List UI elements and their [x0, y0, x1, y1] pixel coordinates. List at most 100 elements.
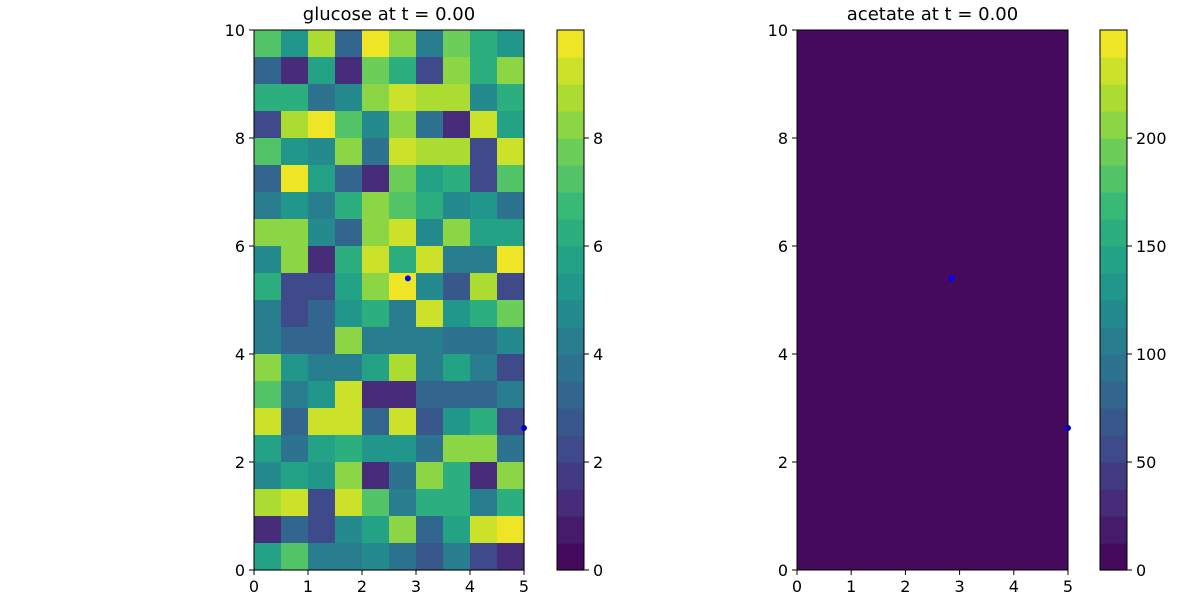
heatmap-cell	[254, 327, 282, 355]
heatmap-cell	[254, 246, 282, 274]
heatmap-cell	[497, 327, 525, 355]
heatmap-cell	[443, 111, 471, 139]
heatmap-cell	[470, 273, 498, 301]
heatmap-cell	[497, 543, 525, 571]
heatmap-cell	[335, 327, 363, 355]
heatmap-cell	[416, 138, 444, 166]
heatmap-cell	[389, 489, 417, 517]
colorbar-segment	[1100, 516, 1127, 544]
heatmap-cell	[335, 165, 363, 193]
colorbar-segment	[1100, 30, 1127, 58]
heatmap-cell	[254, 138, 282, 166]
heatmap-cell	[254, 57, 282, 85]
heatmap-cell	[443, 57, 471, 85]
heatmap-cell	[497, 138, 525, 166]
colorbar-segment	[1100, 354, 1127, 382]
colorbar-segment	[557, 246, 584, 274]
heatmap-cell	[308, 84, 336, 112]
x-tick-label: 0	[249, 577, 259, 596]
heatmap-cell	[389, 543, 417, 571]
y-tick-label: 2	[235, 453, 245, 472]
heatmap-cell	[389, 219, 417, 247]
x-tick-label: 3	[411, 577, 421, 596]
heatmap-cell	[389, 30, 417, 58]
heatmap-cell	[470, 192, 498, 220]
colorbar-tick-label: 8	[593, 129, 603, 148]
acetate-axes-frame	[796, 29, 1069, 571]
heatmap-cell	[362, 192, 390, 220]
heatmap-cell	[362, 246, 390, 274]
heatmap-cell	[443, 543, 471, 571]
heatmap-cell	[389, 57, 417, 85]
heatmap-cell	[281, 165, 309, 193]
heatmap-cell	[281, 381, 309, 409]
heatmap-cell	[254, 462, 282, 490]
heatmap-cell	[254, 408, 282, 436]
heatmap-cell	[443, 246, 471, 274]
heatmap-cell	[497, 408, 525, 436]
heatmap-cell	[497, 219, 525, 247]
heatmap-cell	[308, 165, 336, 193]
acetate-y-axis: 0 2 4 6 8 10	[768, 21, 797, 580]
heatmap-cell	[389, 408, 417, 436]
colorbar-segment	[557, 408, 584, 436]
heatmap-cell	[416, 192, 444, 220]
acetate-title: acetate at t = 0.00	[847, 4, 1018, 25]
colorbar-segment	[1100, 408, 1127, 436]
heatmap-cell	[470, 300, 498, 328]
heatmap-cell	[416, 354, 444, 382]
heatmap-cell	[362, 327, 390, 355]
heatmap-cell	[389, 192, 417, 220]
heatmap-cell	[308, 138, 336, 166]
colorbar-segment	[557, 381, 584, 409]
colorbar-segment	[1100, 300, 1127, 328]
heatmap-cell	[497, 246, 525, 274]
heatmap-cell	[308, 462, 336, 490]
acetate-panel: acetate at t = 0.00 0 1 2 3 4 5 0 2 4 6 8 10 0 50 10…	[768, 4, 1167, 596]
heatmap-cell	[335, 273, 363, 301]
heatmap-cell	[362, 543, 390, 571]
glucose-y-axis: 0 2 4 6 8 10	[225, 21, 254, 580]
heatmap-cell	[308, 489, 336, 517]
glucose-title: glucose at t = 0.00	[303, 4, 475, 25]
heatmap-cell	[362, 408, 390, 436]
heatmap-cell	[470, 381, 498, 409]
colorbar-tick-label: 2	[593, 453, 603, 472]
heatmap-cell	[335, 516, 363, 544]
heatmap-cell	[389, 354, 417, 382]
colorbar-segment	[557, 111, 584, 139]
heatmap-cell	[470, 246, 498, 274]
heatmap-cell	[497, 435, 525, 463]
heatmap-cell	[416, 111, 444, 139]
heatmap-cell	[389, 381, 417, 409]
x-tick-label: 0	[792, 577, 802, 596]
colorbar-segment	[1100, 381, 1127, 409]
heatmap-cell	[416, 516, 444, 544]
colorbar-tick-label: 150	[1136, 237, 1167, 256]
glucose-panel: glucose at t = 0.00 0 1 2 3 4 5 0 2 4 6 8 10 0 2 4 6 8	[225, 4, 604, 596]
heatmap-cell	[443, 354, 471, 382]
position-marker	[404, 275, 411, 282]
colorbar-segment	[1100, 246, 1127, 274]
heatmap-cell	[308, 354, 336, 382]
heatmap-cell	[335, 246, 363, 274]
heatmap-cell	[254, 354, 282, 382]
heatmap-cell	[335, 543, 363, 571]
heatmap-cell	[308, 327, 336, 355]
heatmap-cell	[281, 219, 309, 247]
colorbar-segment	[557, 354, 584, 382]
heatmap-cell	[497, 273, 525, 301]
heatmap-cell	[470, 462, 498, 490]
y-tick-label: 8	[778, 129, 788, 148]
heatmap-cell	[254, 435, 282, 463]
heatmap-cell	[443, 489, 471, 517]
heatmap-cell	[416, 327, 444, 355]
heatmap-cell	[308, 57, 336, 85]
heatmap-cell	[416, 30, 444, 58]
colorbar-segment	[1100, 111, 1127, 139]
heatmap-cell	[335, 30, 363, 58]
heatmap-cell	[443, 381, 471, 409]
heatmap-cell	[335, 192, 363, 220]
heatmap-cell	[281, 138, 309, 166]
heatmap-field	[797, 30, 1068, 570]
